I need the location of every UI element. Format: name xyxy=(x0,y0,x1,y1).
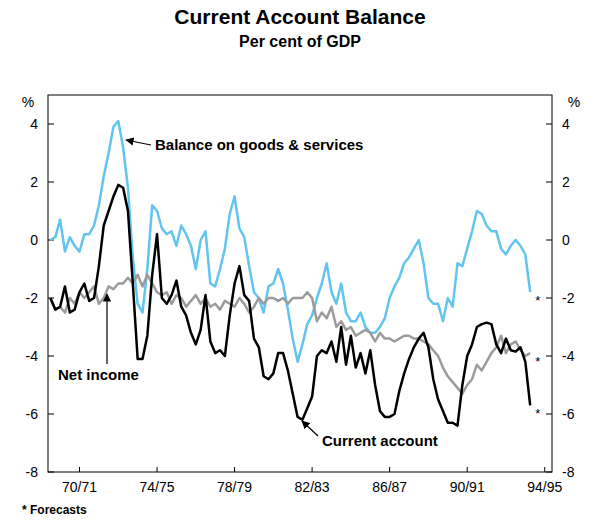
y-tick xyxy=(546,182,552,183)
y-tick-label: -6 xyxy=(26,406,39,422)
y-tick-label: -2 xyxy=(26,290,39,306)
y-tick-label: -6 xyxy=(562,406,575,422)
y-tick xyxy=(546,124,552,125)
series-group xyxy=(50,121,530,426)
x-tick-label: 94/95 xyxy=(527,479,562,495)
y-tick xyxy=(48,414,54,415)
annotation: Current account xyxy=(322,432,438,449)
x-tick xyxy=(389,467,390,472)
annotation: Net income xyxy=(58,366,139,383)
x-tick-label: 78/79 xyxy=(217,479,252,495)
annotation: Balance on goods & services xyxy=(155,136,363,153)
x-tick-label: 74/75 xyxy=(140,479,175,495)
y-tick-label: 2 xyxy=(30,174,38,190)
title: Current Account Balance xyxy=(174,5,425,28)
footnote: * Forecasts xyxy=(22,503,87,517)
y-tick xyxy=(546,298,552,299)
y-tick-label: 4 xyxy=(562,116,570,132)
subtitle: Per cent of GDP xyxy=(239,33,361,50)
x-tick-label: 82/83 xyxy=(295,479,330,495)
x-tick xyxy=(544,467,545,472)
series-line xyxy=(50,185,530,426)
y-tick-label: -4 xyxy=(562,348,575,364)
y-tick-label: 4 xyxy=(30,116,38,132)
y-tick xyxy=(546,240,552,241)
y-tick-label: -8 xyxy=(562,464,575,480)
x-tick xyxy=(157,467,158,472)
x-tick xyxy=(312,467,313,472)
x-tick xyxy=(234,467,235,472)
y-tick-label: 0 xyxy=(30,232,38,248)
forecast-marker: * xyxy=(535,293,540,308)
series-line xyxy=(50,121,530,362)
x-tick-label: 70/71 xyxy=(62,479,97,495)
x-tick-label: 86/87 xyxy=(372,479,407,495)
forecast-marker: * xyxy=(535,354,540,369)
y-axis-label: % xyxy=(22,94,34,110)
y-tick xyxy=(546,472,552,473)
forecast-marker: * xyxy=(535,406,540,421)
annotation-arrow xyxy=(106,294,107,364)
y-tick-label: -4 xyxy=(26,348,39,364)
annotation-arrow xyxy=(302,421,318,436)
plot-frame xyxy=(48,95,552,472)
y-tick-label: 0 xyxy=(562,232,570,248)
y-tick xyxy=(48,182,54,183)
y-tick xyxy=(546,414,552,415)
y-axis-label: % xyxy=(568,94,580,110)
y-tick-label: -2 xyxy=(562,290,575,306)
x-tick xyxy=(467,467,468,472)
x-tick-label: 90/91 xyxy=(450,479,485,495)
y-tick xyxy=(48,124,54,125)
series-line xyxy=(50,275,530,394)
y-tick xyxy=(48,356,54,357)
chart: Current Account Balance Per cent of GDP%%… xyxy=(0,0,600,523)
y-tick xyxy=(48,472,54,473)
y-tick-label: -8 xyxy=(26,464,39,480)
annotation-arrow xyxy=(126,140,151,145)
y-tick-label: 2 xyxy=(562,174,570,190)
y-tick xyxy=(546,356,552,357)
x-tick xyxy=(79,467,80,472)
